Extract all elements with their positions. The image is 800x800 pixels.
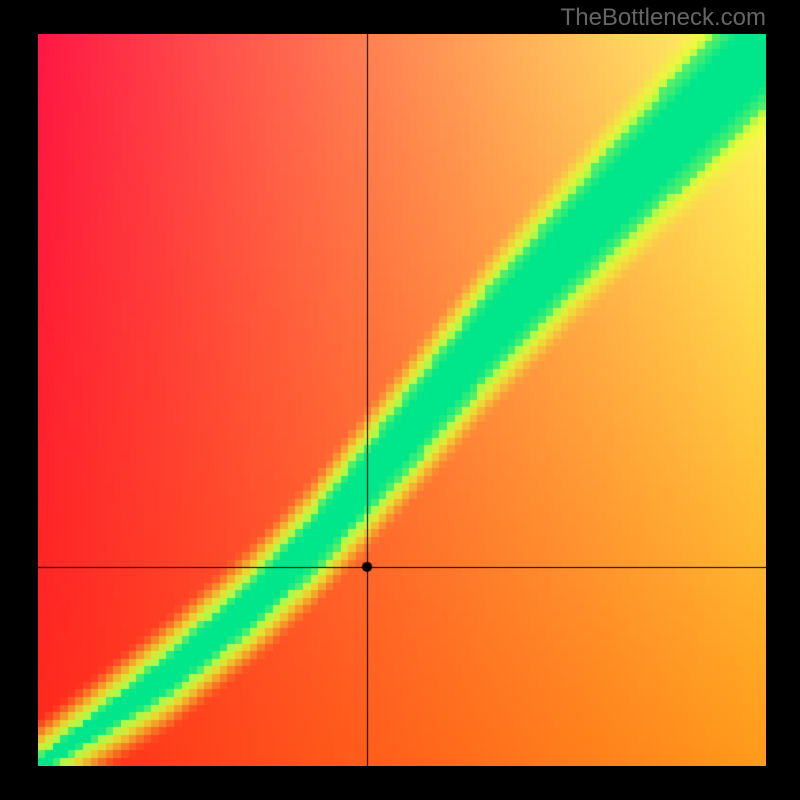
chart-container: TheBottleneck.com — [0, 0, 800, 800]
watermark-text: TheBottleneck.com — [561, 4, 766, 32]
heatmap-canvas — [38, 34, 766, 766]
